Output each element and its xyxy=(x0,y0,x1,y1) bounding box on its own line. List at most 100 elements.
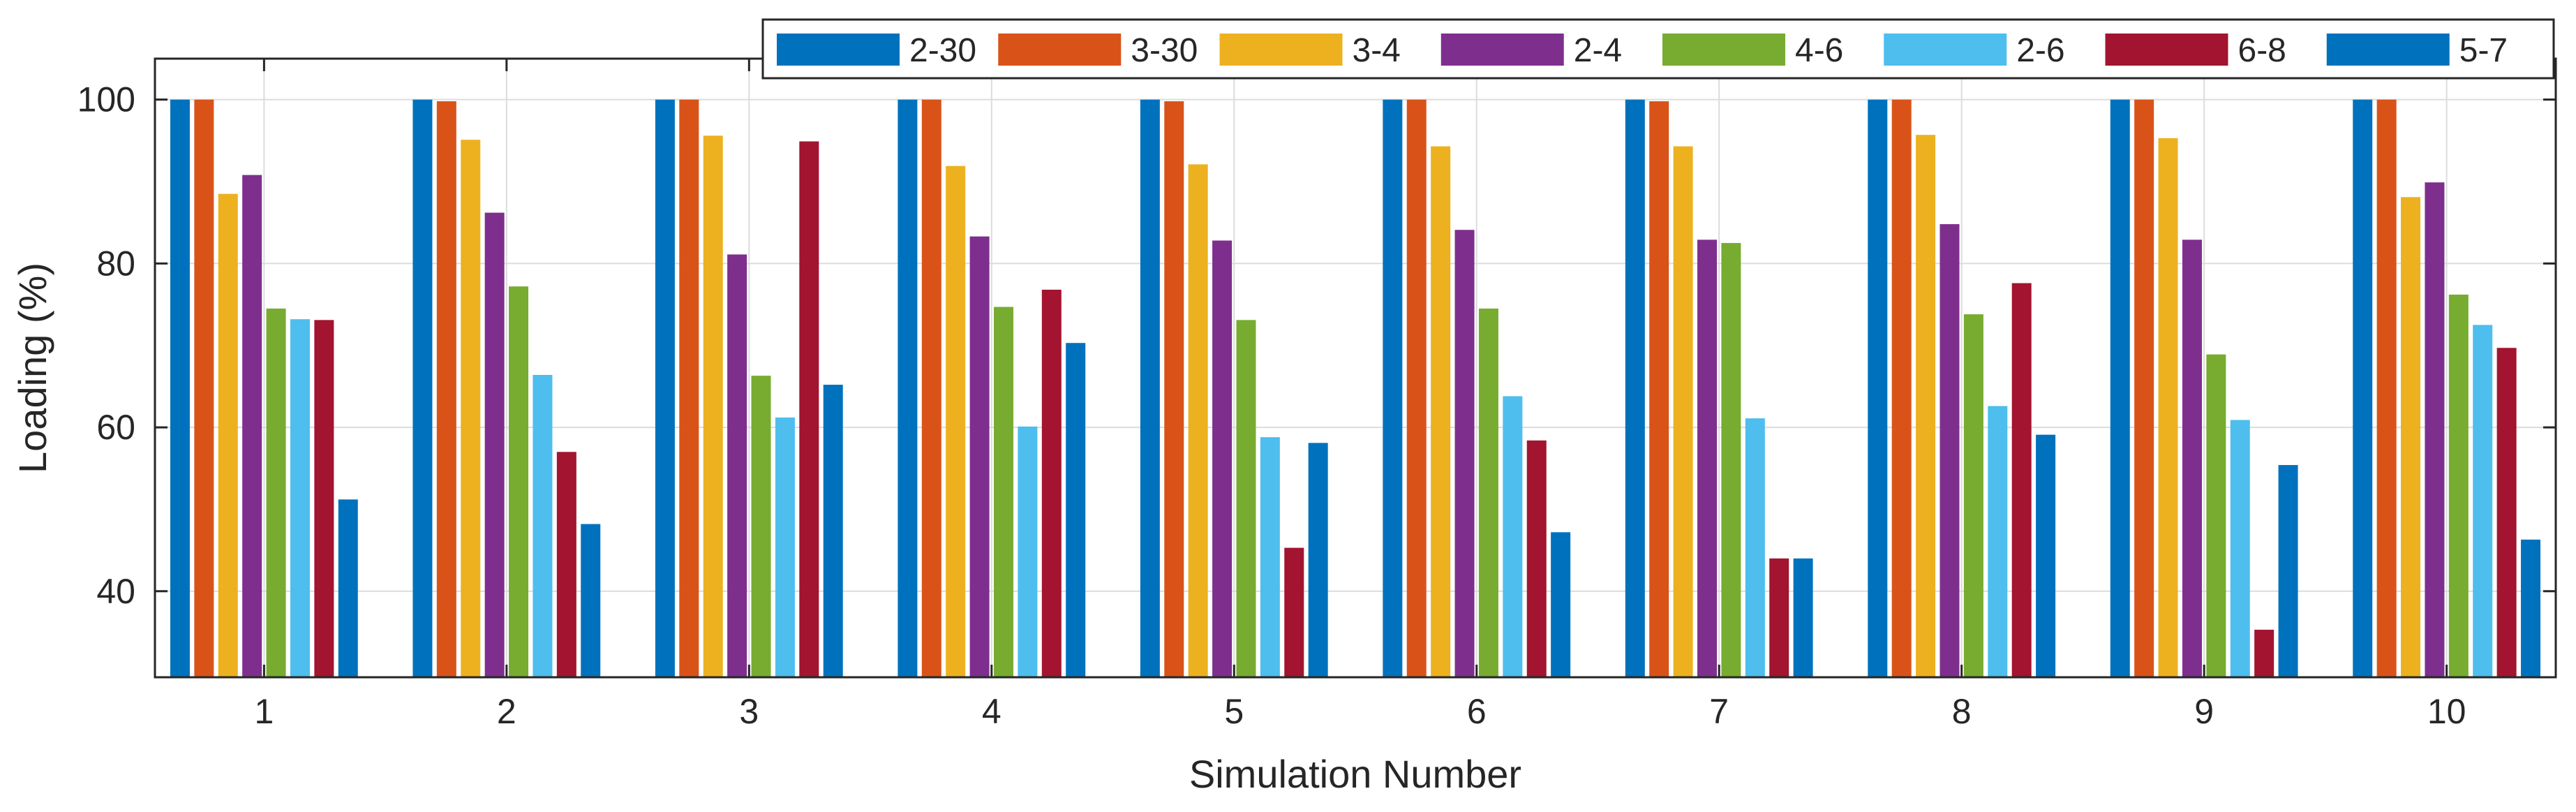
bar-2-6-sim-10 xyxy=(2473,325,2493,677)
legend-label-3-4: 3-4 xyxy=(1353,32,1401,69)
bar-2-30-sim-1 xyxy=(170,99,190,677)
bar-3-30-sim-10 xyxy=(2376,99,2397,677)
bar-5-7-sim-5 xyxy=(1308,443,1328,677)
bar-2-6-sim-3 xyxy=(775,418,795,677)
bar-3-4-sim-7 xyxy=(1673,146,1693,677)
bar-6-8-sim-2 xyxy=(556,452,576,677)
legend-swatch-3-4 xyxy=(1219,34,1343,66)
bar-2-4-sim-6 xyxy=(1454,230,1475,677)
x-tick-label: 4 xyxy=(982,692,1002,731)
x-tick-label: 7 xyxy=(1709,692,1729,731)
bar-3-4-sim-10 xyxy=(2401,197,2421,677)
legend-label-2-6: 2-6 xyxy=(2016,32,2064,69)
bar-2-6-sim-7 xyxy=(1745,418,1765,677)
bar-2-6-sim-2 xyxy=(533,374,553,677)
x-tick-label: 3 xyxy=(739,692,759,731)
bar-2-4-sim-4 xyxy=(969,236,990,677)
legend-label-3-30: 3-30 xyxy=(1131,32,1198,69)
bar-3-4-sim-9 xyxy=(2158,138,2178,677)
bar-6-8-sim-7 xyxy=(1769,558,1789,677)
bar-4-6-sim-3 xyxy=(751,376,771,677)
bar-5-7-sim-9 xyxy=(2278,465,2298,677)
bar-3-30-sim-3 xyxy=(679,99,699,677)
bar-4-6-sim-2 xyxy=(509,286,529,677)
y-tick-label: 40 xyxy=(96,572,135,611)
bar-2-30-sim-6 xyxy=(1383,99,1403,677)
legend-swatch-6-8 xyxy=(2105,34,2228,66)
bar-2-6-sim-9 xyxy=(2230,420,2250,677)
bar-2-30-sim-7 xyxy=(1625,99,1645,677)
bar-4-6-sim-5 xyxy=(1236,320,1256,677)
bar-5-7-sim-4 xyxy=(1066,343,1086,677)
legend-label-2-4: 2-4 xyxy=(1574,32,1622,69)
bar-2-30-sim-5 xyxy=(1140,99,1160,677)
bar-3-4-sim-3 xyxy=(703,135,723,677)
bar-2-4-sim-7 xyxy=(1697,239,1718,678)
bar-2-30-sim-4 xyxy=(898,99,918,677)
bar-2-4-sim-9 xyxy=(2182,239,2202,678)
bar-4-6-sim-1 xyxy=(266,308,286,677)
bar-3-30-sim-4 xyxy=(921,99,941,677)
bar-6-8-sim-3 xyxy=(799,141,819,677)
bar-3-30-sim-2 xyxy=(436,101,456,677)
bar-2-6-sim-4 xyxy=(1018,426,1038,677)
bar-3-4-sim-5 xyxy=(1188,164,1208,677)
bar-6-8-sim-9 xyxy=(2254,629,2275,677)
bar-2-4-sim-10 xyxy=(2425,182,2445,677)
bar-6-8-sim-10 xyxy=(2496,348,2517,677)
bar-6-8-sim-8 xyxy=(2011,283,2032,677)
y-tick-label: 60 xyxy=(96,408,135,447)
legend-swatch-2-6 xyxy=(1884,34,2007,66)
bar-6-8-sim-1 xyxy=(314,320,334,677)
bar-4-6-sim-7 xyxy=(1721,243,1741,677)
bar-2-30-sim-10 xyxy=(2353,99,2373,677)
x-tick-label: 6 xyxy=(1467,692,1487,731)
bar-6-8-sim-5 xyxy=(1284,547,1304,677)
x-tick-label: 2 xyxy=(497,692,516,731)
bar-2-4-sim-8 xyxy=(1940,224,1960,677)
bar-2-30-sim-3 xyxy=(655,99,675,677)
bar-2-4-sim-3 xyxy=(727,254,747,678)
bar-3-4-sim-1 xyxy=(218,193,238,677)
bar-4-6-sim-6 xyxy=(1478,308,1498,677)
legend-label-5-7: 5-7 xyxy=(2459,32,2508,69)
bar-3-4-sim-6 xyxy=(1431,146,1451,677)
x-axis-label: Simulation Number xyxy=(1189,752,1521,796)
legend-swatch-5-7 xyxy=(2326,34,2450,66)
bar-3-4-sim-4 xyxy=(946,165,966,678)
bar-2-4-sim-5 xyxy=(1212,240,1233,677)
x-tick-label: 5 xyxy=(1224,692,1244,731)
bar-6-8-sim-4 xyxy=(1041,289,1062,677)
y-tick-label: 80 xyxy=(96,244,135,283)
bar-2-6-sim-8 xyxy=(1988,406,2008,677)
bar-2-4-sim-1 xyxy=(242,175,262,677)
bar-3-30-sim-1 xyxy=(194,99,214,677)
grid-layer xyxy=(155,59,2556,677)
legend-label-6-8: 6-8 xyxy=(2238,32,2286,69)
bars-layer xyxy=(170,99,2541,678)
legend-label-2-30: 2-30 xyxy=(909,32,976,69)
bar-5-7-sim-10 xyxy=(2521,539,2541,677)
bar-3-30-sim-7 xyxy=(1649,101,1669,677)
legend: 2-30 3-30 3-4 2-4 4-6 2-6 6-8 5-7 xyxy=(761,18,2555,80)
ticks-layer: 40 60 80 100 1 2 3 4 5 6 7 8 9 10 xyxy=(77,59,2556,731)
bar-3-30-sim-8 xyxy=(1891,99,1912,677)
bar-2-6-sim-1 xyxy=(290,319,310,677)
x-tick-label: 8 xyxy=(1952,692,1972,731)
bar-3-30-sim-6 xyxy=(1406,99,1427,677)
legend-swatch-3-30 xyxy=(998,34,1122,66)
bar-3-4-sim-8 xyxy=(1916,135,1936,677)
legend-swatch-2-30 xyxy=(777,34,900,66)
bar-2-30-sim-2 xyxy=(412,99,433,677)
y-axis-label: Loading (%) xyxy=(10,263,54,473)
bar-2-4-sim-2 xyxy=(484,212,505,677)
x-tick-label: 1 xyxy=(254,692,274,731)
bar-5-7-sim-1 xyxy=(338,499,358,677)
bar-2-30-sim-9 xyxy=(2110,99,2130,677)
bar-4-6-sim-4 xyxy=(993,307,1013,677)
x-tick-label: 10 xyxy=(2427,692,2466,731)
legend-swatch-2-4 xyxy=(1440,34,1564,66)
x-tick-label: 9 xyxy=(2194,692,2214,731)
